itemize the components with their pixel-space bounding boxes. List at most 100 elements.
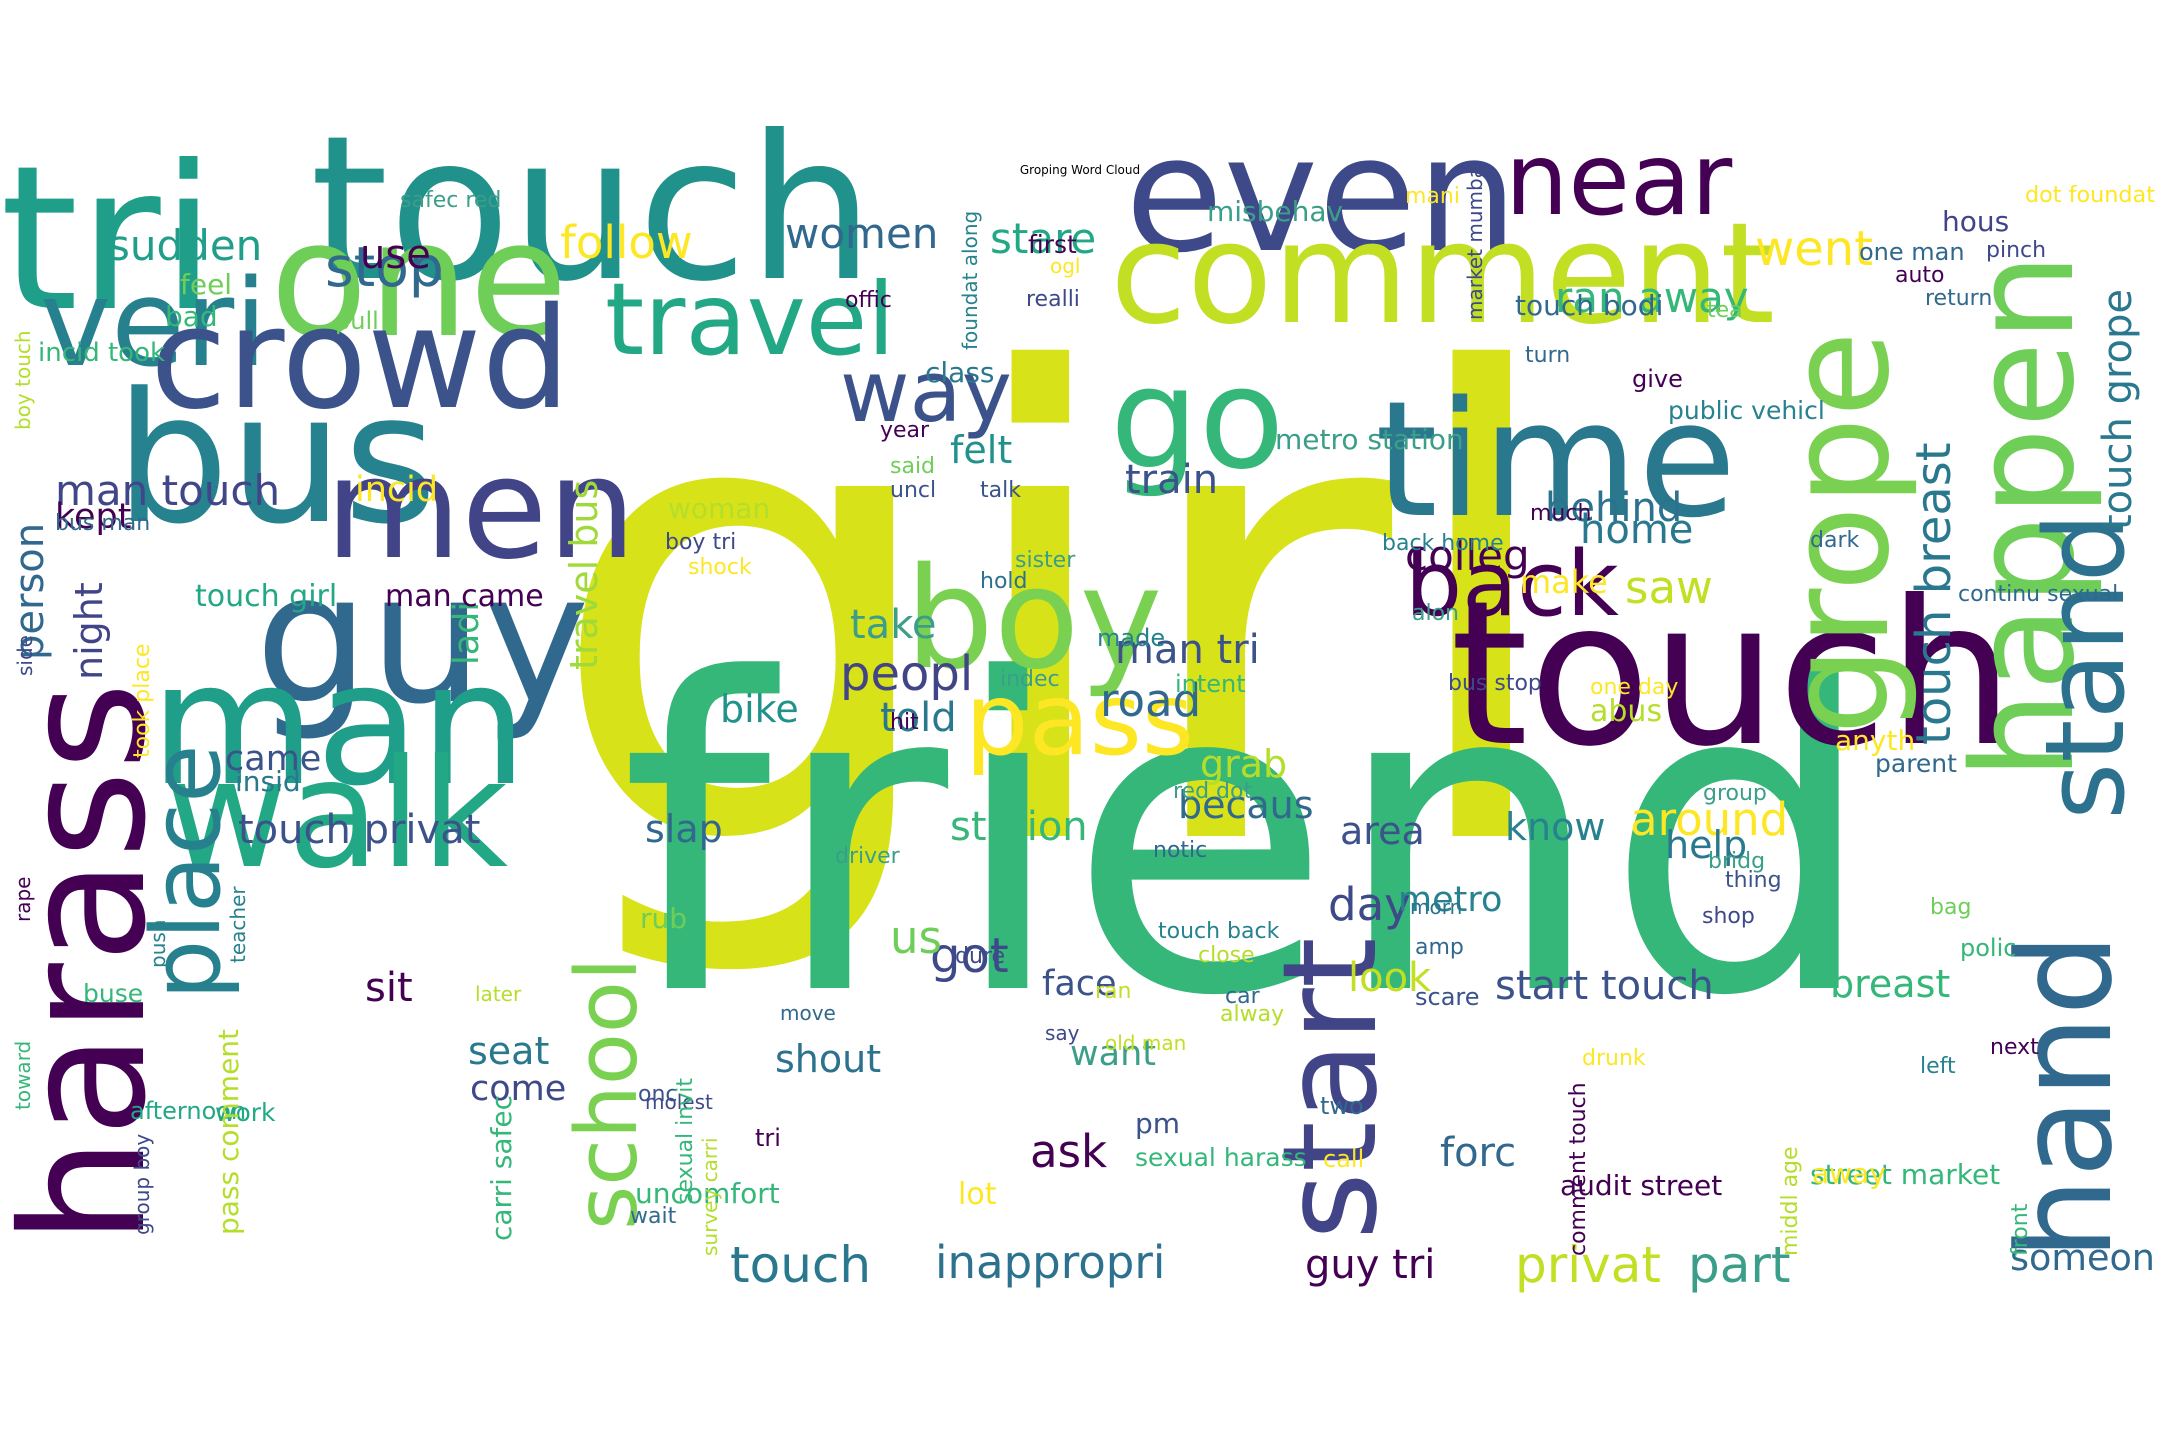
word-old-man: old man <box>1105 1031 1187 1055</box>
word-travel: travel <box>605 261 896 378</box>
word-car: car <box>1225 984 1260 1009</box>
word-driver: driver <box>835 844 900 869</box>
word-bridg: bridg <box>1708 849 1766 874</box>
word-look: look <box>1348 955 1432 1001</box>
word-two: two <box>1320 1092 1364 1120</box>
word-touch: touch <box>730 1236 872 1294</box>
word-forc: forc <box>1440 1130 1517 1176</box>
word-friend: friend <box>620 590 1878 1090</box>
word-travel-bus: travel bus <box>562 479 606 670</box>
word-made: made <box>1097 624 1166 652</box>
word-hit: hit <box>890 710 919 735</box>
word-much: much <box>1530 501 1592 526</box>
word-feel: feel <box>180 268 233 301</box>
word-turn: turn <box>1525 343 1571 368</box>
word-touch: touch <box>310 93 875 326</box>
word-near: near <box>1505 121 1733 238</box>
word-push: push <box>146 919 170 968</box>
word-come: come <box>470 1069 567 1109</box>
word-lot: lot <box>958 1177 997 1212</box>
word-auto: auto <box>1895 263 1945 288</box>
word-road: road <box>1100 674 1202 727</box>
word-uncomfort: uncomfort <box>635 1177 780 1210</box>
word-ask: ask <box>1030 1125 1108 1178</box>
word-guy: guy <box>255 535 590 744</box>
word-mani: mani <box>1405 184 1460 209</box>
word-say: say <box>1045 1021 1080 1045</box>
word-parent: parent <box>1875 749 1957 778</box>
word-ran: ran <box>1095 979 1132 1004</box>
word-touch-bodi: touch bodi <box>1515 289 1664 322</box>
word-year: year <box>880 418 930 443</box>
word-pass: pass <box>965 661 1194 778</box>
word-kept: kept <box>55 497 132 537</box>
word-inappropri: inappropri <box>935 1236 1166 1289</box>
word-guy-tri: guy tri <box>1305 1242 1436 1288</box>
word-pull: pull <box>335 307 379 335</box>
word-went: went <box>1755 221 1874 277</box>
word-foundat-along: foundat along <box>958 210 982 350</box>
word-follow: follow <box>560 216 693 269</box>
word-know: know <box>1505 805 1606 849</box>
word-abus: abus <box>1590 694 1663 729</box>
word-help: help <box>1665 823 1748 867</box>
word-walk: walk <box>165 728 509 902</box>
word-carri-safec: carri safec <box>485 1095 518 1241</box>
word-group: group <box>1703 781 1767 806</box>
word-take: take <box>850 602 937 648</box>
word-uncl: uncl <box>890 478 937 503</box>
word-boy: boy <box>905 538 1163 701</box>
word-night: night <box>67 582 111 680</box>
word-man-came: man came <box>385 579 544 614</box>
word-girl: girl <box>545 242 1570 987</box>
word-even: even <box>1125 101 1518 288</box>
word-start-touch: start touch <box>1495 963 1714 1009</box>
word-felt: felt <box>950 428 1013 472</box>
word-shop: shop <box>1702 904 1755 929</box>
word-use: use <box>360 232 431 278</box>
word-later: later <box>475 982 522 1006</box>
word-tea: tea <box>1707 298 1743 323</box>
word-one-man: one man <box>1859 238 1965 266</box>
word-men: men <box>325 428 637 591</box>
word-tri: tri <box>0 123 217 356</box>
word-boy-touch: boy touch <box>11 330 35 430</box>
word-toward: toward <box>11 1040 35 1110</box>
word-realli: realli <box>1026 287 1080 312</box>
word-go: go <box>1110 338 1285 501</box>
word-stare: stare <box>990 214 1097 263</box>
word-metro-station: metro station <box>1275 423 1464 456</box>
word-indec: indec <box>1000 667 1060 692</box>
word-class: class <box>925 356 995 389</box>
word-crowd: crowd <box>150 278 571 441</box>
word-bus-man: bus man <box>55 511 151 536</box>
word-make: make <box>1520 563 1608 601</box>
word-told: told <box>880 695 957 741</box>
word-stop: stop <box>325 235 444 299</box>
word-anyth: anyth <box>1835 724 1916 757</box>
word-hous: hous <box>1942 205 2010 238</box>
word-bad: bad <box>165 300 218 333</box>
word-area: area <box>1340 809 1425 853</box>
word-said: said <box>890 454 936 479</box>
word-took-place: took place <box>130 643 155 758</box>
word-face: face <box>1042 964 1117 1004</box>
word-survey-carri: survey carri <box>698 1137 722 1256</box>
word-left: left <box>1920 1054 1956 1079</box>
word-slap: slap <box>645 807 723 851</box>
word-pass-comment: pass comment <box>212 1028 245 1235</box>
word-bus: bus <box>115 355 438 564</box>
word-drunk: drunk <box>1582 1046 1646 1071</box>
word-man: man <box>150 626 528 824</box>
word-came: came <box>225 739 322 779</box>
word-teacher: teacher <box>226 886 250 963</box>
word-stand: stand <box>2021 512 2149 820</box>
word-time: time <box>1375 366 1737 553</box>
word-insid: insid <box>235 765 301 798</box>
word-touch-back: touch back <box>1158 919 1280 944</box>
word-peopl: peopl <box>840 646 974 702</box>
word-middl-age: middl age <box>1778 1146 1803 1256</box>
word-one-day: one day <box>1590 675 1679 700</box>
word-shout: shout <box>775 1037 882 1081</box>
